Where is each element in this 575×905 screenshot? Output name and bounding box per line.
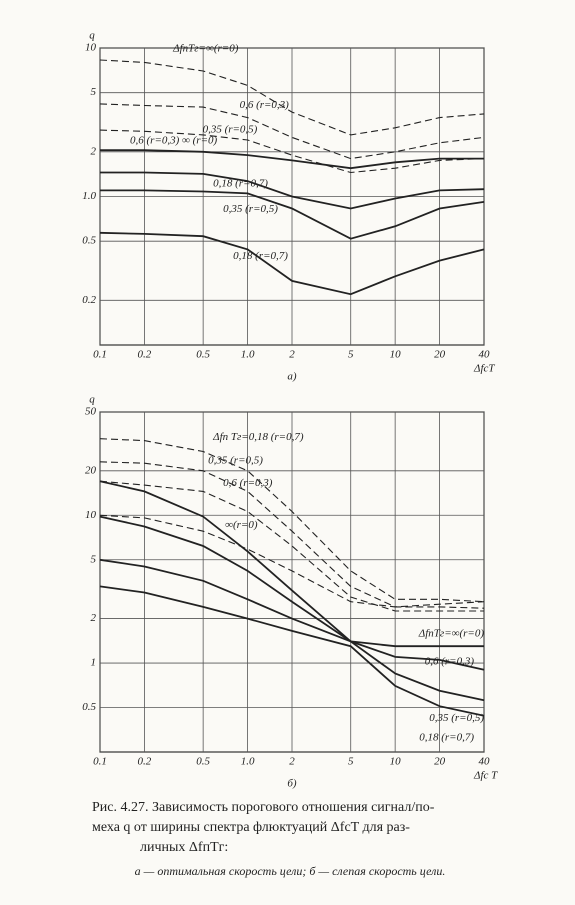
- solid-curve: [99, 558, 485, 702]
- x-axis-label: ΔfсT: [473, 363, 495, 375]
- y-tick-label: 0.5: [82, 235, 96, 247]
- curve-label: 0,18 (r=0,7): [213, 177, 268, 189]
- curve-label: ΔfпTг=∞(r=0): [172, 43, 239, 55]
- sublabel: б): [287, 778, 297, 790]
- y-tick-label: 5: [91, 553, 97, 565]
- caption-line: меха q от ширины спектра флюктуаций ΔfсT…: [92, 820, 410, 835]
- curve-label: 0,35 (r=0,5): [429, 712, 484, 724]
- solid-curve: [99, 231, 485, 296]
- sublabel: а): [287, 371, 297, 383]
- y-tick-label: 1: [91, 657, 97, 669]
- curve-label: 0,6 (r=0,3): [223, 477, 273, 489]
- x-tick-label: 10: [390, 756, 402, 768]
- y-axis-label: q: [89, 30, 95, 42]
- y-tick-label: 10: [85, 509, 97, 521]
- y-tick-label: 20: [85, 464, 97, 476]
- x-tick-label: 2: [289, 349, 295, 361]
- x-tick-label: 1.0: [241, 349, 255, 361]
- y-tick-label: 0.5: [82, 701, 96, 713]
- solid-curve: [99, 515, 485, 671]
- curve-label: 0,35 (r=0,5): [208, 454, 263, 466]
- y-tick-label: 2: [91, 145, 97, 157]
- caption-line: личных ΔfпTг:: [140, 840, 228, 855]
- y-tick-label: 10: [85, 42, 97, 54]
- y-tick-label: 0.2: [82, 294, 96, 306]
- curve-label: ∞(r=0): [225, 519, 258, 531]
- x-tick-label: 20: [434, 349, 446, 361]
- curve-label: ΔfпTг=∞(r=0): [418, 628, 485, 640]
- caption-line: Рис. 4.27. Зависимость порогового отноше…: [92, 800, 435, 815]
- caption-note: а — оптимальная скорость цели; б — слепа…: [135, 864, 446, 878]
- y-tick-label: 50: [85, 406, 97, 418]
- solid-curve: [99, 585, 485, 717]
- curve-label: Δfп Tг=0,18 (r=0,7): [212, 431, 304, 443]
- solid-curve: [100, 149, 484, 170]
- x-tick-label: 2: [289, 756, 295, 768]
- y-tick-label: 1.0: [82, 190, 96, 202]
- dashed-curve: [99, 461, 485, 609]
- x-tick-label: 20: [434, 756, 446, 768]
- x-tick-label: 0.5: [196, 349, 210, 361]
- x-tick-label: 10: [390, 349, 402, 361]
- curve-label: 0,6 (r=0,3) ∞ (r=0): [130, 135, 217, 147]
- x-tick-label: 40: [479, 349, 491, 361]
- dashed-curve: [99, 103, 485, 160]
- curve-label: 0,18 (r=0,7): [419, 731, 474, 743]
- x-tick-label: 1.0: [241, 756, 255, 768]
- dashed-curve: [99, 129, 485, 174]
- solid-curve: [99, 480, 484, 648]
- solid-curve: [100, 171, 485, 210]
- x-tick-label: 0.1: [93, 756, 107, 768]
- x-tick-label: 0.1: [93, 349, 107, 361]
- curve-label: 0,18 (r=0,7): [233, 250, 288, 262]
- dashed-curve: [99, 514, 485, 608]
- x-axis-label: Δfс T: [473, 770, 498, 782]
- curve-label: 0,35 (r=0,5): [223, 203, 278, 215]
- x-tick-label: 5: [348, 756, 354, 768]
- x-tick-label: 5: [348, 349, 354, 361]
- y-tick-label: 5: [91, 86, 97, 98]
- curve-label: 0,6 (r=0,3): [240, 99, 290, 111]
- curve-label: 0,35 (r=0,5): [203, 124, 258, 136]
- dashed-curve: [99, 438, 485, 603]
- x-tick-label: 0.2: [138, 756, 152, 768]
- y-axis-label: q: [89, 394, 95, 406]
- x-tick-label: 0.5: [196, 756, 210, 768]
- solid-curve: [100, 189, 485, 240]
- curve-label: 0,6 (r=0,3): [425, 655, 475, 667]
- y-tick-label: 2: [91, 612, 97, 624]
- x-tick-label: 0.2: [138, 349, 152, 361]
- dashed-curve: [99, 59, 485, 136]
- x-tick-label: 40: [479, 756, 491, 768]
